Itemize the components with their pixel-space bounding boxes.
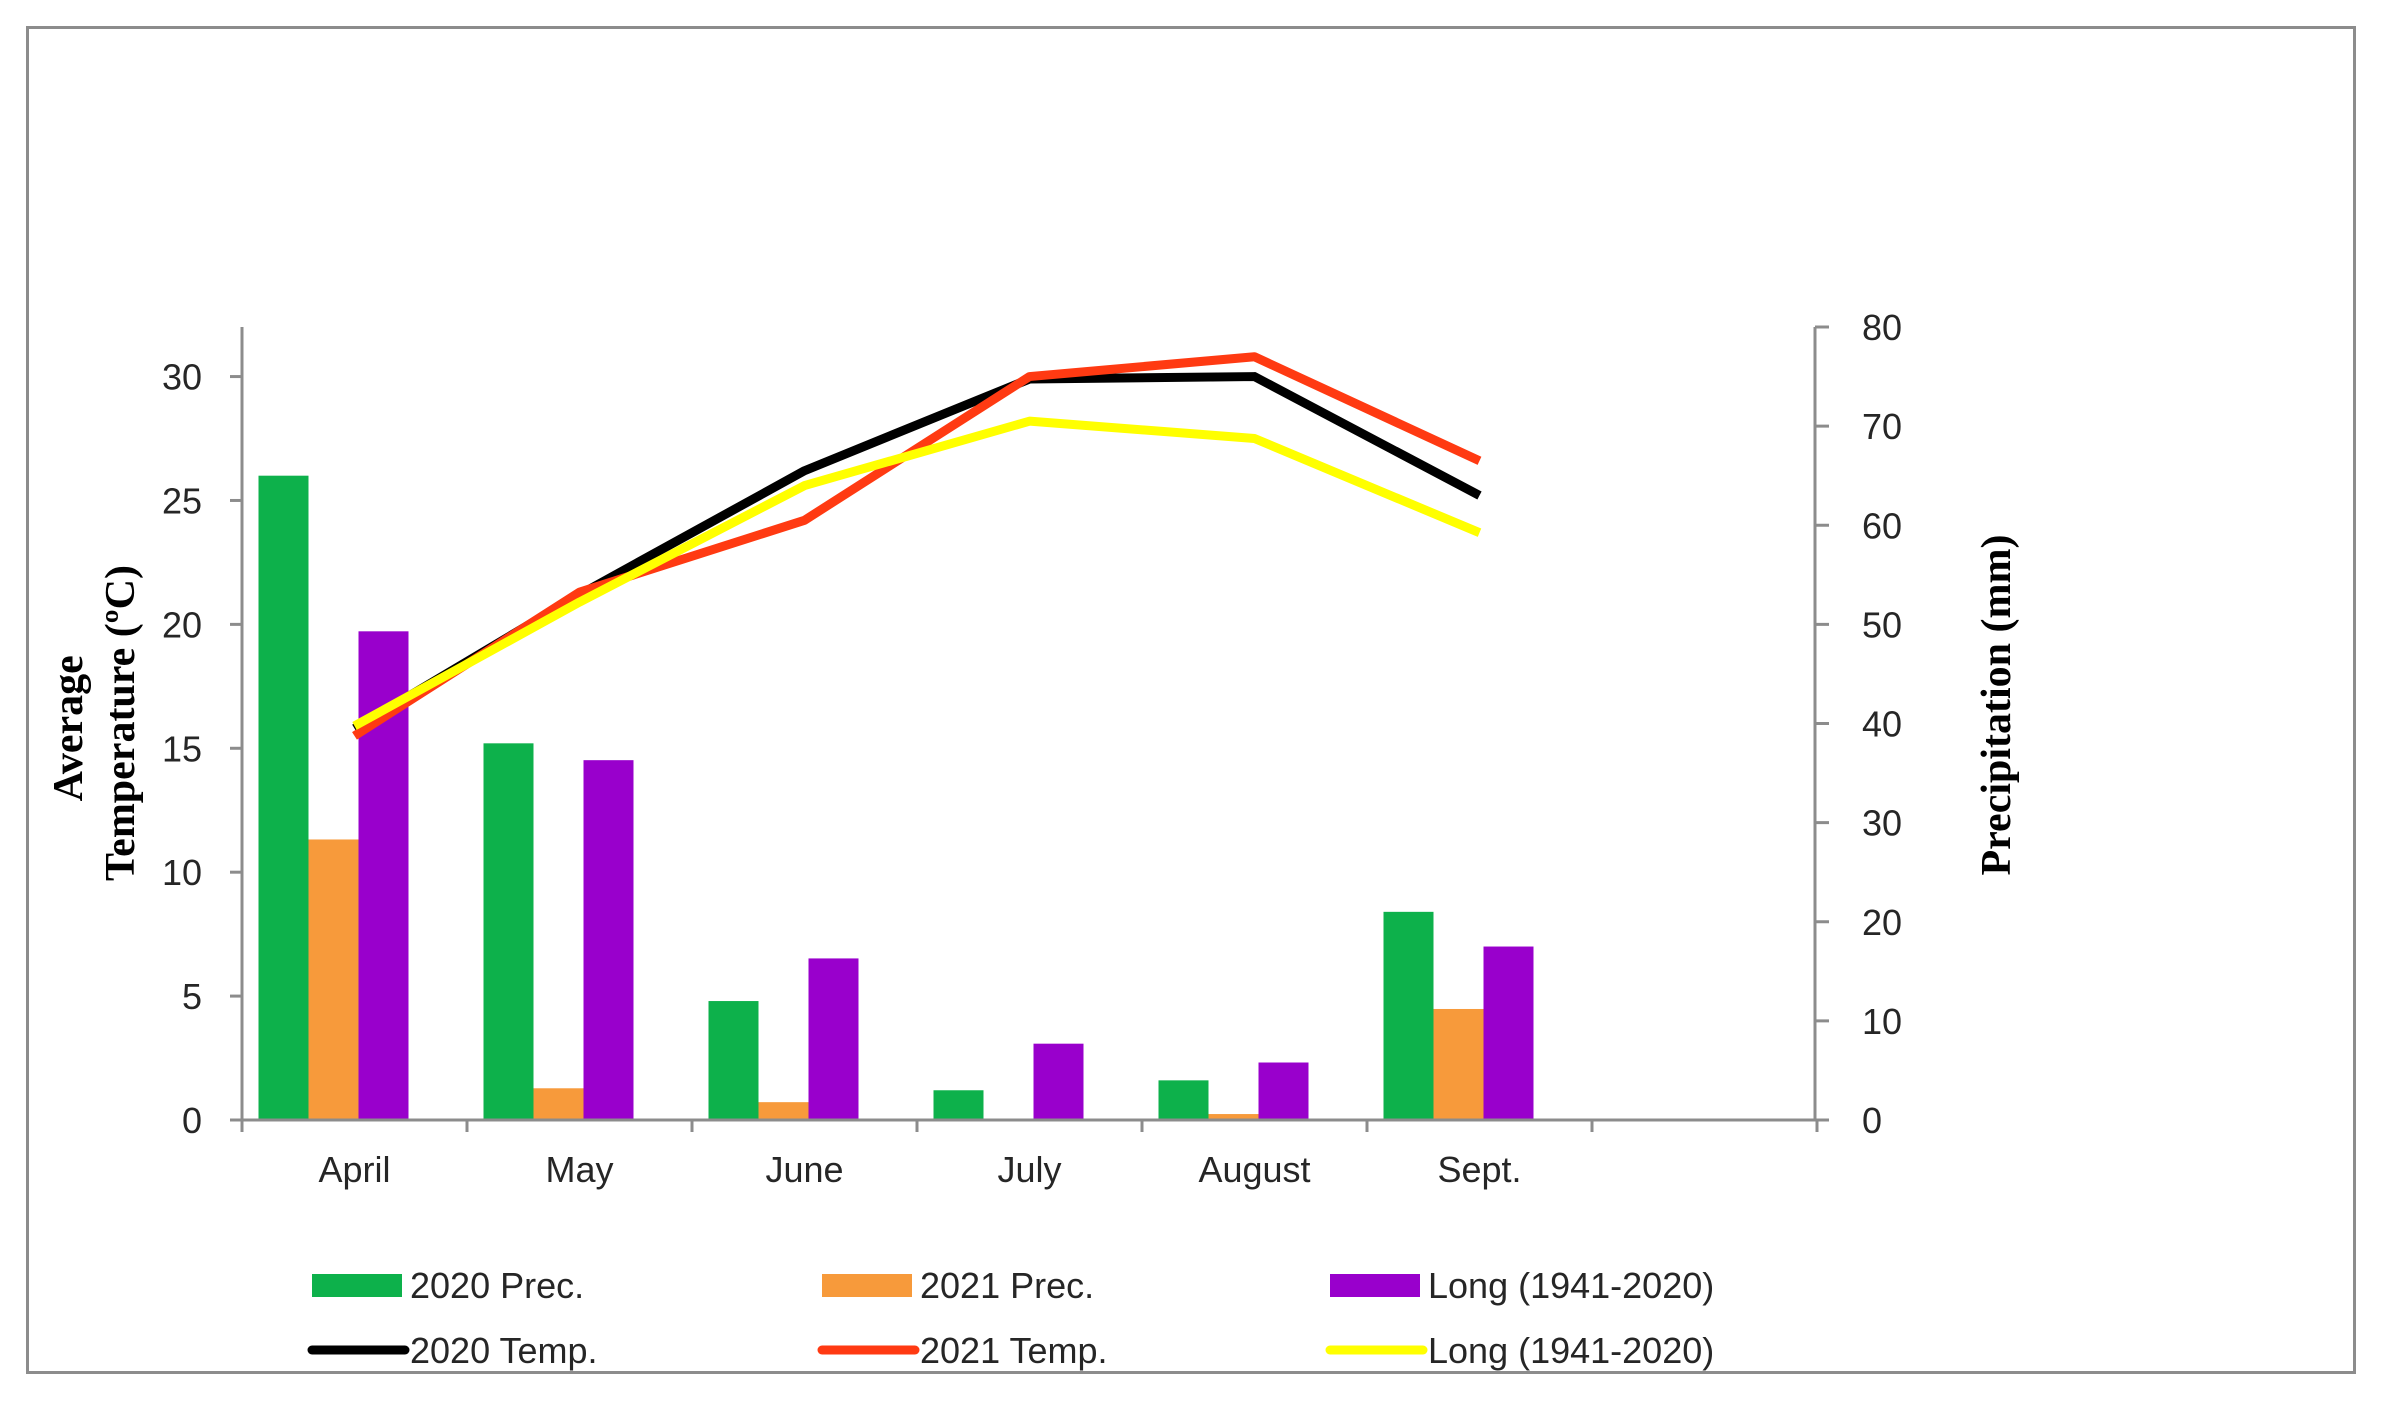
x-tick-label-july: July	[997, 1149, 1061, 1190]
legend: 2020 Prec. 2021 Prec. Long (1941-2020) 2020…	[307, 1265, 1714, 1371]
axes-layer	[240, 327, 1817, 1122]
bar-2020-prec-april	[258, 475, 309, 1120]
bar-long-1941-2020-august	[1258, 1062, 1309, 1120]
bar-long-1941-2020-may	[583, 760, 634, 1120]
bar-2021-prec-june	[758, 1102, 809, 1120]
x-tick-label-august: August	[1198, 1149, 1310, 1190]
x-tick-label-april: April	[318, 1149, 390, 1190]
bar-2020-prec-july	[933, 1090, 984, 1120]
left-tick-label-10: 10	[162, 852, 202, 893]
left-tick-label-30: 30	[162, 357, 202, 398]
right-tick-label-80: 80	[1862, 307, 1902, 348]
left-tick-label-15: 15	[162, 728, 202, 769]
legend-swatch-long-1941-2020-bar	[1330, 1274, 1420, 1297]
left-tick-label-25: 25	[162, 480, 202, 521]
bar-2021-prec-sept	[1433, 1008, 1484, 1120]
x-tick-label-june: June	[765, 1149, 843, 1190]
bar-2021-prec-may	[533, 1088, 584, 1120]
legend-label-long-1941-2020-line: Long (1941-2020)	[1428, 1330, 1714, 1371]
right-tick-label-70: 70	[1862, 406, 1902, 447]
left-axis-title-line-2: Temperature (ºC)	[98, 565, 144, 881]
bar-2020-prec-june	[708, 1001, 759, 1120]
legend-label-2021-temp-line: 2021 Temp.	[920, 1330, 1107, 1371]
bar-2021-prec-april	[308, 839, 359, 1120]
bar-long-1941-2020-june	[808, 958, 859, 1120]
line-2021-temp-1	[352, 352, 1482, 740]
left-tick-label-0: 0	[182, 1100, 202, 1141]
right-tick-label-0: 0	[1862, 1100, 1882, 1141]
left-tick-label-5: 5	[182, 976, 202, 1017]
right-tick-label-20: 20	[1862, 902, 1902, 943]
right-axis-title: Precipitation (mm)	[1974, 535, 2020, 876]
bar-long-1941-2020-sept	[1483, 946, 1534, 1120]
right-tick-label-40: 40	[1862, 704, 1902, 745]
right-tick-label-10: 10	[1862, 1001, 1902, 1042]
ticks-layer: 0 5 10 15 20 25 30 0 10 20 30 40 50 60 70 80 April May Jun…	[162, 307, 1902, 1190]
legend-swatch-2020-prec-bar	[312, 1274, 402, 1297]
lines-layer	[352, 352, 1482, 740]
line-long-1941-2020-2	[352, 416, 1482, 730]
left-axis-title-line-1: Average	[46, 655, 92, 801]
legend-label-2021-prec-bar: 2021 Prec.	[920, 1265, 1094, 1306]
x-tick-label-sept: Sept.	[1437, 1149, 1521, 1190]
bar-2021-prec-august	[1208, 1114, 1259, 1120]
left-axis-title: Average Temperature (ºC)	[46, 565, 144, 881]
x-tick-label-may: May	[545, 1149, 613, 1190]
bars-layer	[258, 475, 1534, 1120]
bar-2020-prec-august	[1158, 1080, 1209, 1120]
legend-swatch-2021-prec-bar	[822, 1274, 912, 1297]
legend-label-2020-prec-bar: 2020 Prec.	[410, 1265, 584, 1306]
left-tick-label-20: 20	[162, 604, 202, 645]
right-tick-label-60: 60	[1862, 505, 1902, 546]
bar-long-1941-2020-july	[1033, 1043, 1084, 1120]
right-tick-label-30: 30	[1862, 803, 1902, 844]
legend-label-long-1941-2020-bar: Long (1941-2020)	[1428, 1265, 1714, 1306]
bar-2020-prec-may	[483, 743, 534, 1120]
line-2020-temp-0	[352, 372, 1482, 733]
svg-text:Average Temperature (ºC): Average Temperature (ºC)	[46, 565, 144, 881]
bar-2020-prec-sept	[1383, 911, 1434, 1120]
right-tick-label-50: 50	[1862, 604, 1902, 645]
legend-label-2020-temp-line: 2020 Temp.	[410, 1330, 597, 1371]
